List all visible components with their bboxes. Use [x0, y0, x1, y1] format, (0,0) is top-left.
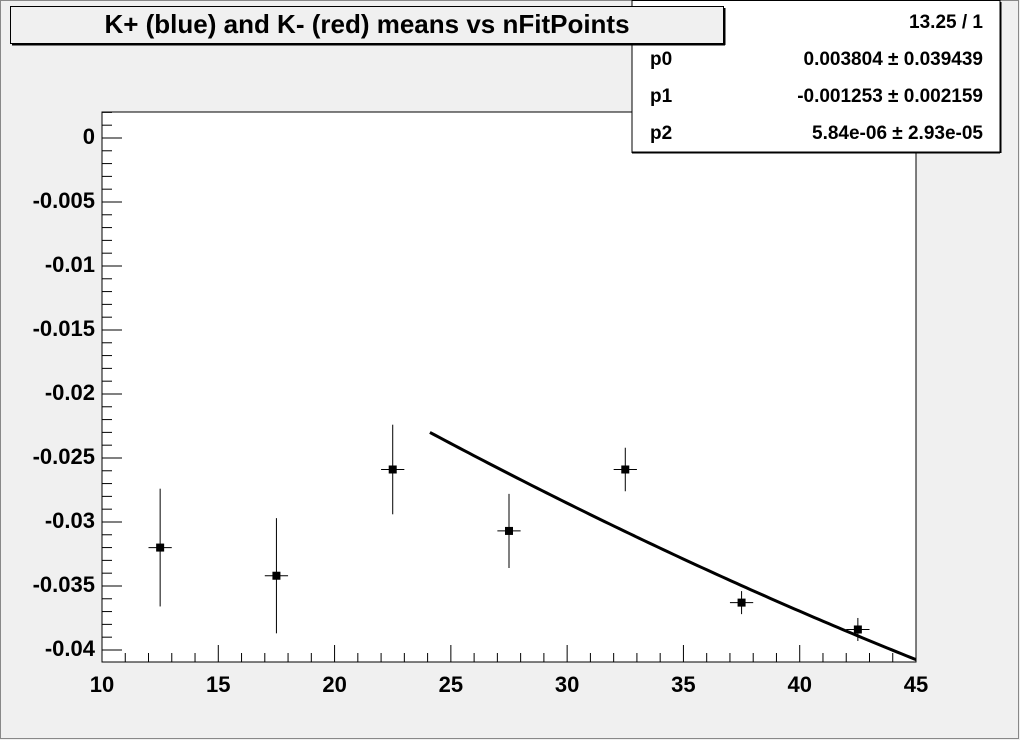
x-tick-label: 25 [439, 672, 463, 697]
title-box [10, 6, 724, 44]
param-value: -0.001253 ± 0.002159 [797, 86, 983, 107]
plot-frame [101, 111, 917, 663]
marker [737, 598, 746, 607]
param-name: p0 [650, 49, 672, 70]
y-tick-label: -0.005 [33, 188, 95, 213]
stat-value: 13.25 / 1 [909, 12, 983, 33]
param-value: 5.84e-06 ± 2.93e-05 [812, 123, 983, 144]
x-tick-label: 35 [671, 672, 695, 697]
y-tick-label: -0.04 [45, 636, 96, 661]
x-tick-label: 30 [555, 672, 579, 697]
chart-title: K+ (blue) and K- (red) means vs nFitPoin… [104, 9, 629, 39]
y-tick-label: -0.035 [33, 572, 95, 597]
x-tick-label: 45 [904, 672, 928, 697]
x-tick-label: 40 [787, 672, 811, 697]
marker [388, 465, 397, 474]
x-tick-label: 20 [322, 672, 346, 697]
param-value: 0.003804 ± 0.039439 [804, 49, 983, 70]
marker [621, 465, 630, 474]
y-tick-label: -0.01 [45, 252, 95, 277]
marker [272, 571, 281, 580]
marker [853, 625, 862, 634]
x-tick-label: 10 [90, 672, 114, 697]
x-tick-label: 15 [206, 672, 230, 697]
param-name: p1 [650, 86, 673, 107]
marker [156, 543, 165, 552]
y-tick-label: -0.02 [45, 380, 95, 405]
marker [505, 526, 513, 535]
y-tick-label: -0.015 [33, 316, 95, 341]
y-tick-label: -0.03 [45, 508, 95, 533]
y-tick-label: 0 [83, 124, 95, 149]
param-name: p2 [650, 123, 672, 144]
fit-curve [429, 431, 917, 662]
y-tick-label: -0.025 [33, 444, 95, 469]
